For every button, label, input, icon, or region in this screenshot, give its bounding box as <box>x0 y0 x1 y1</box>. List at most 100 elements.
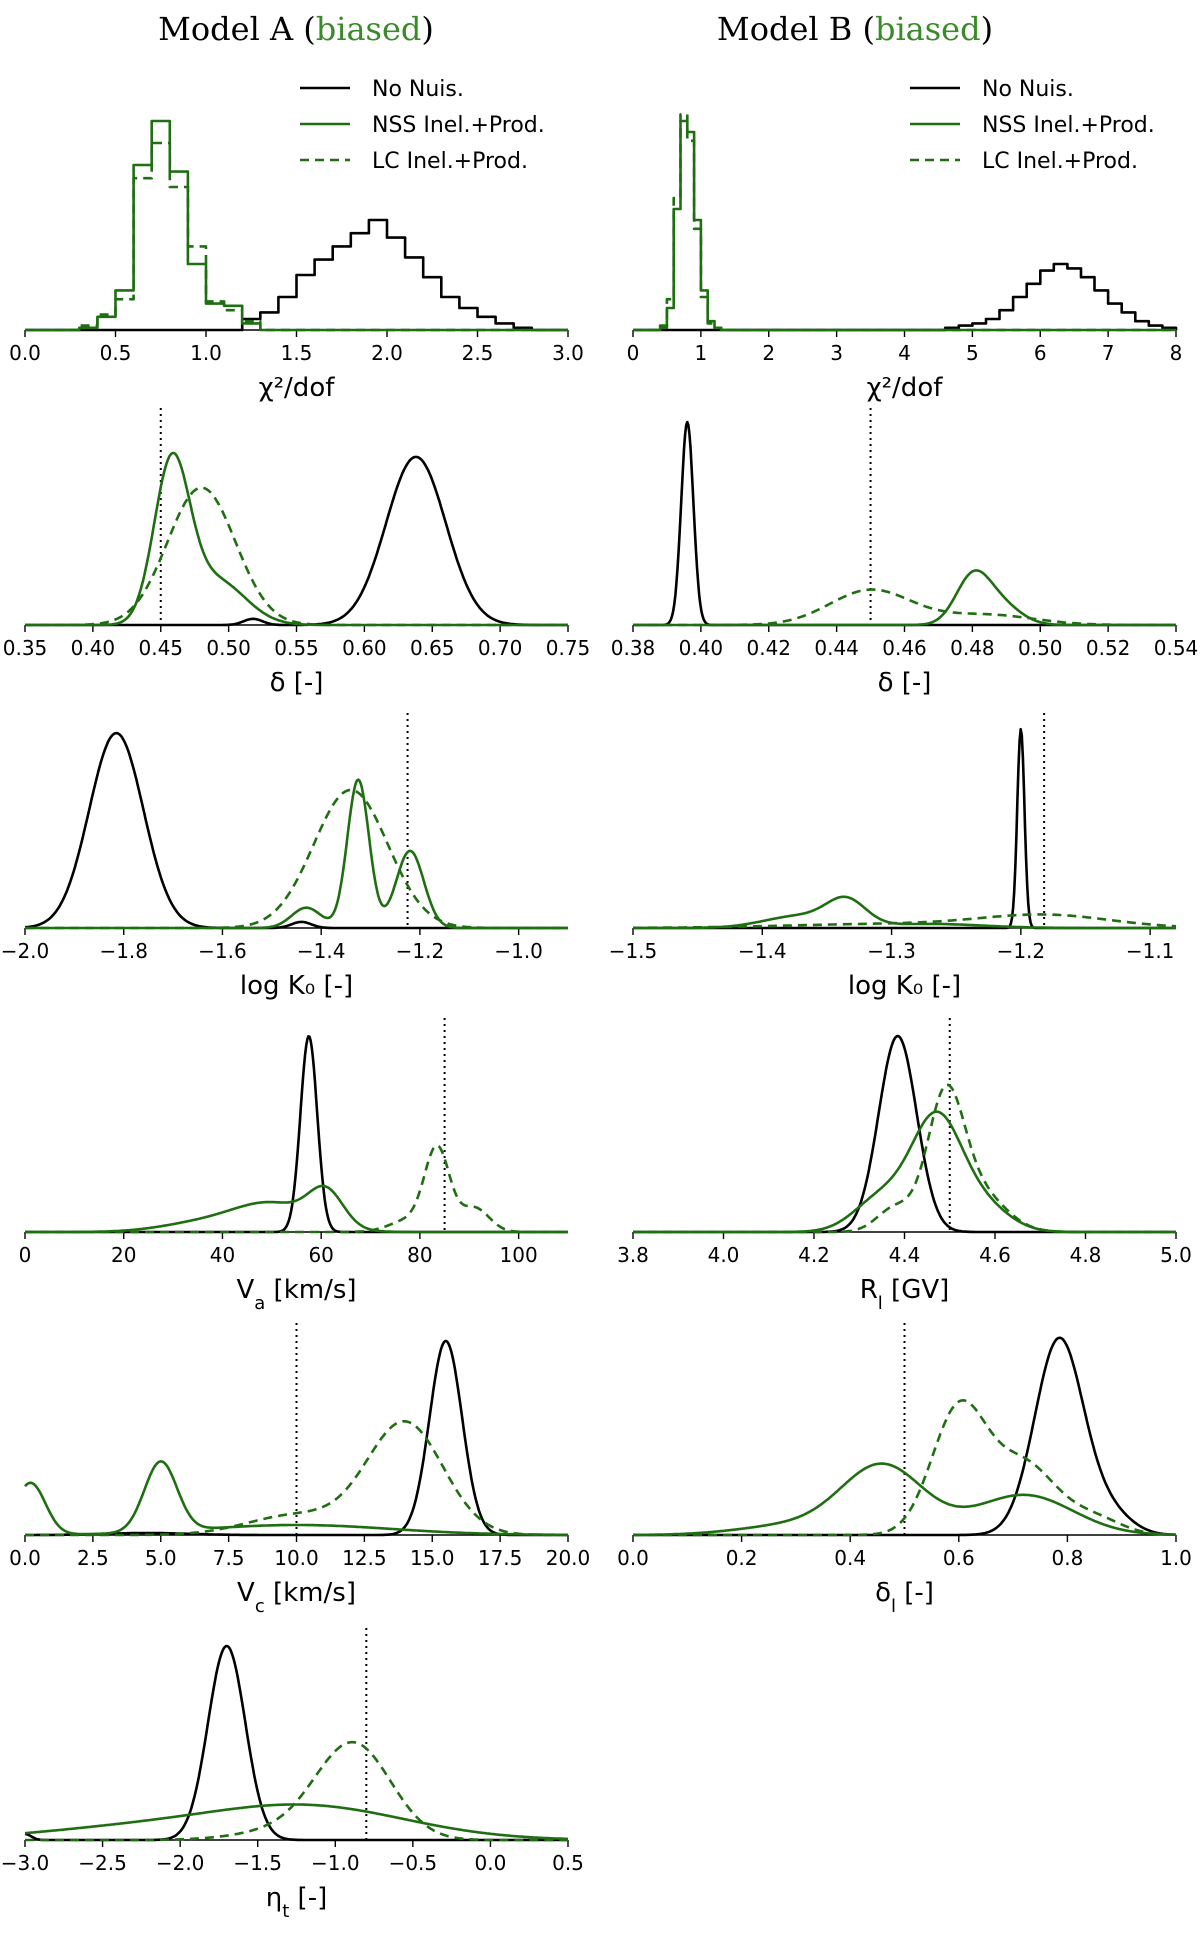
axis-label: ηt [-] <box>266 1883 327 1922</box>
axis-label: χ²/dof <box>259 373 336 403</box>
series-green-dashed-B-logK0 <box>632 913 1177 930</box>
tick-label: −1.4 <box>738 939 787 963</box>
panels: 0.0 0.5 1.0 1.5 2.0 2.5 3.0 χ²/dof No Nuis. NSS I… <box>1 77 1199 1922</box>
legend-label: No Nuis. <box>372 77 464 102</box>
tick-label: 0.40 <box>679 636 724 660</box>
tick-label: −2.5 <box>78 1851 127 1875</box>
panel-A-etat: −3.0 −2.5 −2.0 −1.5 −1.0 −0.5 0.0 0.5 ηt [-] <box>1 1628 584 1922</box>
tick-label: −1.4 <box>297 939 346 963</box>
tick-label: 100 <box>500 1243 538 1267</box>
panel-A-chi2: 0.0 0.5 1.0 1.5 2.0 2.5 3.0 χ²/dof No Nuis. NSS I… <box>9 77 584 403</box>
tick-label: 2 <box>762 341 775 365</box>
tick-label: 0.38 <box>611 636 656 660</box>
tick-label: 2.0 <box>371 341 403 365</box>
tick-label: 0.40 <box>71 636 116 660</box>
tick-label: 3 <box>830 341 843 365</box>
tick-label: 0.55 <box>274 636 319 660</box>
axis-label: δ [-] <box>270 668 324 698</box>
title-b-suffix: ) <box>981 10 993 48</box>
tick-label: 0.52 <box>1086 636 1131 660</box>
tick-label: 0.70 <box>478 636 523 660</box>
series-green-dashed-A-logK0 <box>24 788 569 930</box>
tick-label: 4.8 <box>1070 1243 1102 1267</box>
tick-label: 0.0 <box>475 1851 507 1875</box>
tick-label: 3.0 <box>552 341 584 365</box>
tick-label: 20 <box>111 1243 136 1267</box>
tick-label: 8 <box>1170 341 1183 365</box>
title-a-prefix: Model A ( <box>158 10 316 48</box>
title-a-suffix: ) <box>421 10 433 48</box>
tick-label: 0.8 <box>1051 1546 1083 1570</box>
series-green-solid-A-etat <box>24 1803 569 1841</box>
tick-label: 0.0 <box>9 341 41 365</box>
panel-A-logK0: −2.0 −1.8 −1.6 −1.4 −1.2 −1.0 log K₀ [-] <box>1 713 569 1001</box>
legend-label: LC Inel.+Prod. <box>372 149 528 174</box>
series-green-dashed-A-Vc <box>24 1420 569 1537</box>
panel-B-chi2: 0 1 2 3 4 5 6 7 8 χ²/dof No Nuis. NSS Inel.+Prod. LC… <box>627 77 1183 403</box>
tick-label: −1.8 <box>99 939 148 963</box>
series-green-dashed-A-etat <box>24 1740 569 1842</box>
series-black-solid-B-Rl <box>632 1034 1177 1234</box>
panel-B-logK0: −1.5 −1.4 −1.3 −1.2 −1.1 log K₀ [-] <box>609 713 1177 1001</box>
tick-label: 0.50 <box>1018 636 1063 660</box>
panel-B-deltal: 0.0 0.2 0.4 0.6 0.8 1.0 δl [-] <box>617 1323 1192 1617</box>
title-b-biased: biased <box>875 10 981 48</box>
panel-A-delta: 0.35 0.40 0.45 0.50 0.55 0.60 0.65 0.70 0.75 δ [-… <box>3 408 591 698</box>
panel-B-delta: 0.38 0.40 0.42 0.44 0.46 0.48 0.50 0.52 0.54 δ [-… <box>611 408 1199 698</box>
tick-label: 0.46 <box>882 636 927 660</box>
tick-label: 0.42 <box>746 636 791 660</box>
series-black-solid-A-etat <box>24 1644 569 1842</box>
tick-label: 4.0 <box>708 1243 740 1267</box>
tick-label: 5.0 <box>145 1546 177 1570</box>
tick-label: −3.0 <box>1 1851 50 1875</box>
series-black-solid-A-chi2 <box>25 218 568 332</box>
legend-label: No Nuis. <box>982 77 1074 102</box>
tick-label: −1.0 <box>494 939 543 963</box>
tick-label: 0 <box>19 1243 32 1267</box>
axis-label: Rl [GV] <box>860 1275 950 1314</box>
legend-label: NSS Inel.+Prod. <box>372 113 545 138</box>
series-green-solid-A-delta <box>24 451 569 627</box>
tick-label: 0.5 <box>552 1851 584 1875</box>
tick-label: 0.54 <box>1154 636 1199 660</box>
tick-label: 60 <box>308 1243 333 1267</box>
tick-label: 1 <box>695 341 708 365</box>
tick-label: 40 <box>210 1243 235 1267</box>
series-black-solid-A-Vc <box>24 1339 569 1537</box>
series-green-dashed-B-deltal <box>632 1399 1177 1537</box>
tick-label: 0.0 <box>617 1546 649 1570</box>
tick-label: 80 <box>407 1243 432 1267</box>
tick-label: 0.0 <box>9 1546 41 1570</box>
title-a-biased: biased <box>316 10 422 48</box>
tick-label: 17.5 <box>478 1546 523 1570</box>
tick-label: 1.5 <box>281 341 313 365</box>
tick-label: 7 <box>1102 341 1115 365</box>
series-black-solid-B-delta <box>632 420 1177 627</box>
panel-A-Va: 0 20 40 60 80 100 Va [km/s] <box>19 1018 569 1314</box>
tick-label: 10.0 <box>274 1546 319 1570</box>
tick-label: −1.3 <box>867 939 916 963</box>
series-green-dashed-B-delta <box>632 588 1177 627</box>
series-green-solid-B-delta <box>632 569 1177 627</box>
axis-label: Va [km/s] <box>236 1275 356 1314</box>
tick-label: 6 <box>1034 341 1047 365</box>
tick-label: 0.35 <box>3 636 48 660</box>
tick-label: 4 <box>898 341 911 365</box>
axis-label: δ [-] <box>878 668 932 698</box>
series-green-solid-A-logK0 <box>24 778 569 930</box>
series-black-solid-B-logK0 <box>632 727 1177 930</box>
tick-label: 1.0 <box>190 341 222 365</box>
legend-label: LC Inel.+Prod. <box>982 149 1138 174</box>
tick-label: 15.0 <box>410 1546 455 1570</box>
axis-label: δl [-] <box>875 1578 934 1617</box>
panel-A-Vc: 0.0 2.5 5.0 7.5 10.0 12.5 15.0 17.5 20.0 Vc [km/s… <box>9 1323 590 1617</box>
column-title-model-b: Model B (biased) <box>717 10 993 48</box>
tick-label: 0.4 <box>834 1546 866 1570</box>
panel-B-Rl: 3.8 4.0 4.2 4.4 4.6 4.8 5.0 Rl [GV] <box>617 1018 1192 1314</box>
tick-label: −1.5 <box>609 939 658 963</box>
tick-label: 0.75 <box>546 636 591 660</box>
column-title-model-a: Model A (biased) <box>158 10 434 48</box>
tick-label: 20.0 <box>546 1546 591 1570</box>
tick-label: 4.2 <box>798 1243 830 1267</box>
